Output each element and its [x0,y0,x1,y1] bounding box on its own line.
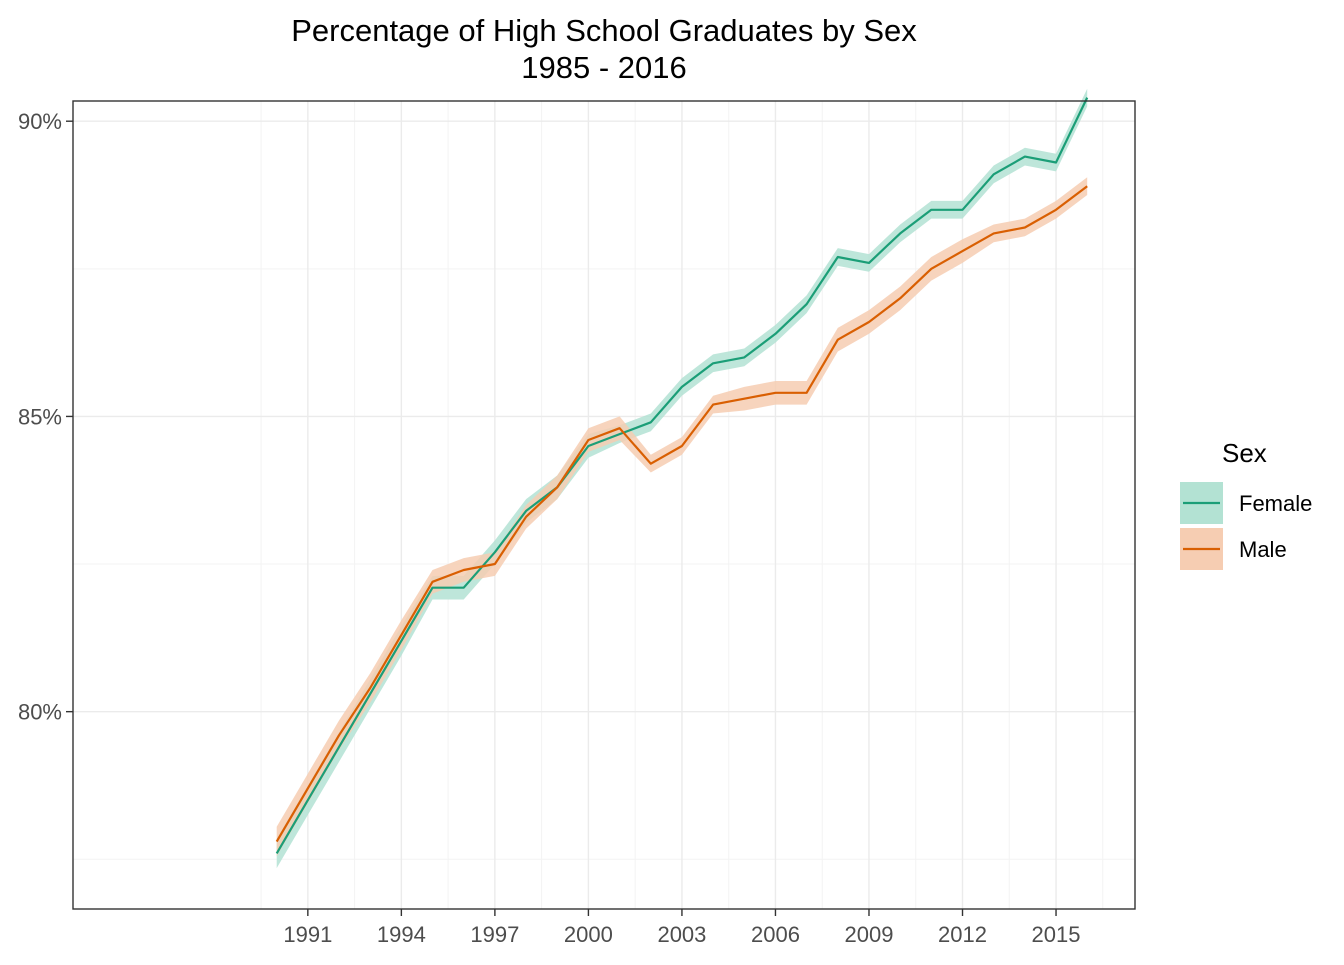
x-tick-label: 2000 [564,922,613,947]
legend: Sex Female Male [1180,438,1312,570]
x-tick-label: 1994 [377,922,426,947]
x-tick-label: 2003 [657,922,706,947]
line-male [275,185,1088,843]
y-tick-label: 90% [18,109,62,134]
x-tick-label: 2009 [845,922,894,947]
plot-border [72,100,1136,910]
series-lines [275,97,1089,854]
x-tick-label: 2015 [1032,922,1081,947]
x-tick-label: 2006 [751,922,800,947]
chart-subtitle: 1985 - 2016 [521,50,686,85]
chart-title: Percentage of High School Graduates by S… [291,13,917,48]
legend-title: Sex [1222,438,1267,468]
y-tick-label: 80% [18,700,62,725]
axes: 1991 1994 1997 2000 2003 2006 2009 2012 2015 80% 8… [18,109,1081,947]
x-tick-label: 1991 [283,922,332,947]
x-tick-label: 2012 [938,922,987,947]
line-female [275,97,1089,854]
legend-label-male: Male [1239,537,1287,562]
y-tick-label: 85% [18,404,62,429]
legend-label-female: Female [1239,491,1312,516]
plot-panel [73,101,1135,909]
x-tick-label: 1997 [470,922,519,947]
